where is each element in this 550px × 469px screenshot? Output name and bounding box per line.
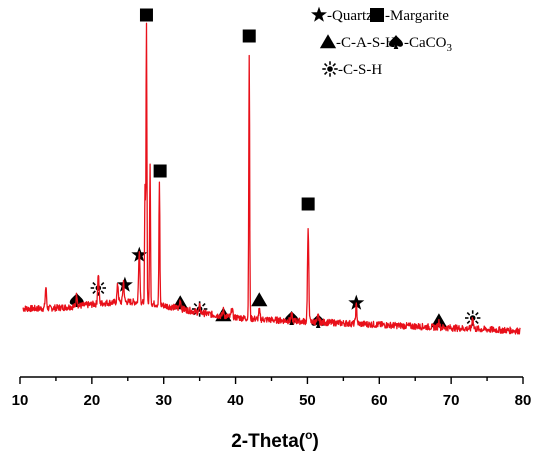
square-marker (370, 8, 384, 22)
star-marker (311, 6, 327, 22)
x-axis-title-end: ) (312, 431, 318, 452)
legend-item: -C-S-H (322, 61, 382, 78)
legend-item: -C-A-S-H (319, 34, 396, 51)
legend-label: -C-A-S-H (336, 35, 396, 51)
star-marker (116, 276, 133, 292)
legend-label: -C-S-H (338, 62, 382, 78)
legend-item: -CaCO3 (389, 35, 453, 54)
x-axis-title-main: 2-Theta( (231, 431, 306, 452)
x-axis-title-superscript: o (305, 428, 312, 442)
legend-label: -CaCO3 (404, 35, 453, 54)
x-axis-title: 2-Theta(o) (231, 428, 319, 452)
xrd-pattern-line (22, 22, 521, 335)
x-tick-label: 20 (84, 392, 101, 409)
square-marker (153, 164, 167, 178)
square-marker (242, 29, 256, 43)
x-tick-label: 10 (12, 392, 29, 409)
legend-item: -Quartz (311, 6, 373, 24)
triangle-marker (319, 34, 337, 49)
x-tick-label: 40 (227, 392, 244, 409)
legend: -Quartz -Margarite -C-A-S-H -CaCO3 -C-S-H (311, 6, 453, 78)
star-marker (348, 294, 365, 310)
legend-label: -Margarite (385, 8, 449, 24)
sun-marker (322, 61, 338, 77)
peak-annotations (69, 8, 481, 328)
x-tick-label: 30 (155, 392, 172, 409)
legend-item: -Margarite (370, 8, 449, 24)
x-tick-label: 70 (443, 392, 460, 409)
x-tick-label: 80 (515, 392, 532, 409)
spade-marker (389, 35, 403, 49)
x-tick-label: 50 (299, 392, 316, 409)
x-tick-label: 60 (371, 392, 388, 409)
square-marker (139, 8, 153, 22)
x-axis: 10 20 30 40 50 60 70 80 (12, 376, 532, 409)
legend-label-subscript: 3 (447, 42, 453, 54)
legend-label: -Quartz (327, 8, 373, 24)
triangle-marker (251, 292, 268, 307)
square-marker (301, 197, 315, 211)
